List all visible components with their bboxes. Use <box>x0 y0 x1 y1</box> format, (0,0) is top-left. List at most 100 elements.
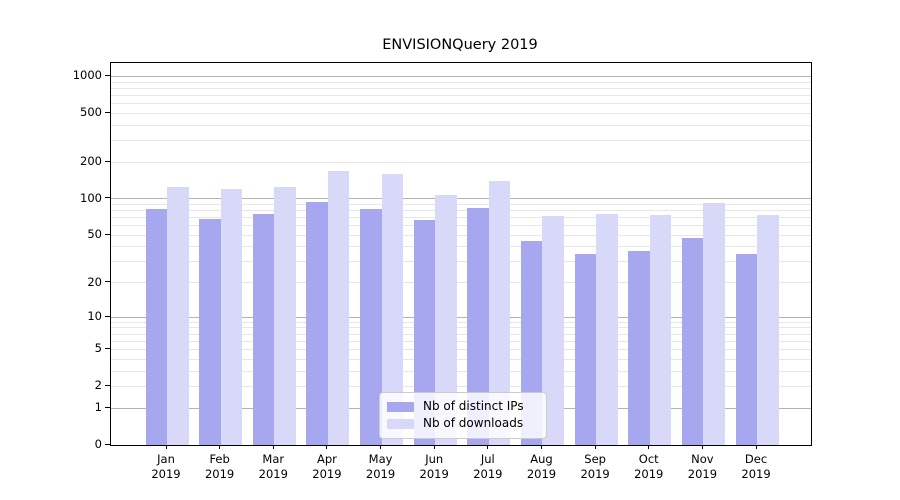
x-tick-label: Jul 2019 <box>473 452 503 481</box>
y-tick <box>105 443 110 445</box>
x-tick <box>326 445 328 449</box>
gridline-major <box>111 198 811 200</box>
y-tick-label: 200 <box>80 154 102 169</box>
gridline-minor <box>111 234 811 236</box>
x-tick-label: Dec 2019 <box>741 452 771 481</box>
bar-ips-jan <box>145 208 167 445</box>
bar-ips-nov <box>681 238 704 445</box>
bar-downloads-dec <box>757 214 779 445</box>
gridline-minor <box>111 161 811 163</box>
gridline-minor <box>111 124 811 126</box>
bar-downloads-aug <box>542 216 564 445</box>
x-tick-label: Aug 2019 <box>526 452 557 481</box>
gridline-minor <box>111 370 811 372</box>
bar-ips-mar <box>252 213 275 445</box>
y-tick-label: 0 <box>94 437 102 451</box>
x-tick <box>594 445 596 449</box>
gridline-minor <box>111 87 811 89</box>
gridline-minor <box>111 282 811 284</box>
y-tick-label: 100 <box>80 190 102 205</box>
y-tick-label: 20 <box>87 274 102 289</box>
x-tick-label: Nov 2019 <box>687 452 718 481</box>
legend: Nb of distinct IPs Nb of downloads <box>379 392 547 439</box>
x-tick-label: Sep 2019 <box>580 452 610 481</box>
x-tick-label: May 2019 <box>365 452 396 481</box>
y-tick <box>105 74 110 76</box>
gridline-minor <box>111 94 811 96</box>
y-tick <box>105 160 110 162</box>
y-tick <box>105 384 110 386</box>
y-tick-label: 1 <box>94 400 102 415</box>
y-tick <box>105 406 110 408</box>
y-tick <box>105 111 110 113</box>
x-tick-label: Feb 2019 <box>204 452 235 481</box>
gridline-major <box>111 316 811 318</box>
gridline-minor <box>111 321 811 323</box>
x-tick <box>433 445 435 449</box>
bar-ips-sep <box>574 253 597 445</box>
x-tick <box>487 445 489 449</box>
x-tick <box>165 445 167 449</box>
legend-swatch-distinct-ips-icon <box>387 401 414 412</box>
gridline-minor <box>111 340 811 342</box>
gridline-minor <box>111 348 811 350</box>
y-tick <box>105 197 110 199</box>
bar-ips-jun <box>413 219 436 445</box>
gridline-minor <box>111 225 811 227</box>
legend-item-downloads: Nb of downloads <box>387 415 538 432</box>
gridline-major <box>111 75 811 77</box>
bar-ips-dec <box>735 253 758 445</box>
bar-ips-oct <box>628 250 650 445</box>
gridline-minor <box>111 203 811 205</box>
y-tick <box>105 233 110 235</box>
x-tick-label: Jun 2019 <box>419 452 449 481</box>
bar-downloads-may <box>381 173 404 445</box>
plot-area <box>110 62 812 446</box>
x-tick-label: Jan 2019 <box>151 452 181 481</box>
x-tick-label: Oct 2019 <box>634 452 664 481</box>
x-tick-label: Apr 2019 <box>312 452 342 481</box>
x-tick <box>755 445 757 449</box>
gridline-minor <box>111 210 811 212</box>
x-tick <box>219 445 221 449</box>
bar-downloads-nov <box>703 203 725 445</box>
bar-downloads-jan <box>167 186 189 445</box>
x-tick-label: Mar 2019 <box>258 452 288 481</box>
chart-title: ENVISIONQuery 2019 <box>382 37 538 53</box>
legend-item-distinct-ips: Nb of distinct IPs <box>387 398 538 415</box>
bar-downloads-sep <box>596 213 618 445</box>
bar-ips-apr <box>306 202 328 445</box>
legend-swatch-downloads-icon <box>387 418 414 429</box>
x-tick <box>272 445 274 449</box>
y-tick <box>105 347 110 349</box>
bar-ips-feb <box>199 219 221 445</box>
bar-downloads-feb <box>220 189 243 445</box>
legend-label: Nb of distinct IPs <box>423 399 524 413</box>
legend-label: Nb of downloads <box>423 416 524 430</box>
bar-downloads-apr <box>327 171 350 445</box>
gridline-minor <box>111 246 811 248</box>
x-tick <box>701 445 703 449</box>
bar-downloads-mar <box>274 186 296 445</box>
gridline-minor <box>111 103 811 105</box>
y-tick-label: 500 <box>80 105 102 120</box>
bar-ips-jul <box>467 207 489 445</box>
y-tick-label: 50 <box>87 227 102 242</box>
y-tick-label: 1000 <box>72 68 102 83</box>
y-tick-label: 5 <box>94 341 102 356</box>
gridline-minor <box>111 81 811 83</box>
gridline-minor <box>111 140 811 142</box>
gridline-minor <box>111 112 811 114</box>
y-tick <box>105 281 110 283</box>
x-tick <box>540 445 542 449</box>
bar-downloads-oct <box>649 214 672 445</box>
y-tick-label: 10 <box>87 309 102 324</box>
gridline-minor <box>111 327 811 329</box>
y-tick <box>105 315 110 317</box>
bar-downloads-jun <box>435 194 457 445</box>
x-tick <box>648 445 650 449</box>
gridline-minor <box>111 385 811 387</box>
gridline-minor <box>111 333 811 335</box>
gridline-minor <box>111 261 811 263</box>
